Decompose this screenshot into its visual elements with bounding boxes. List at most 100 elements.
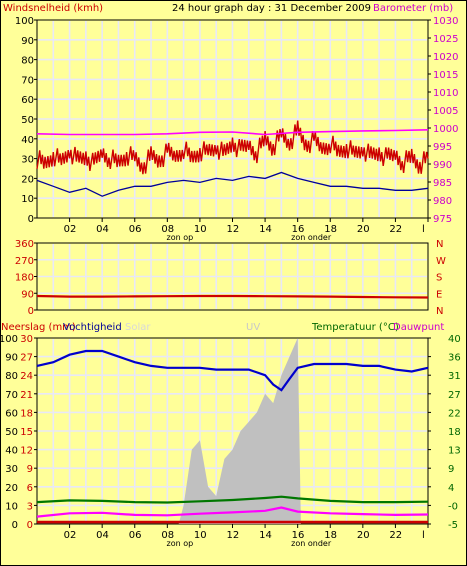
panel3-rain-tick-label: 18 <box>20 408 33 419</box>
panel1-right-y-tick-label: 1005 <box>433 106 458 117</box>
panel1-right-y-tick-label: 1030 <box>433 16 458 27</box>
panel3-temp-tick-label: -0 <box>448 501 458 512</box>
panel1-left-y-tick-label: 30 <box>21 155 34 166</box>
panel3-x-tick-label: 20 <box>357 530 370 541</box>
panel3-humidity-tick-label: 70 <box>5 390 18 401</box>
panel1-x-tick-label: 04 <box>96 224 109 235</box>
panel2-right-compass-label: S <box>436 273 442 284</box>
panel3-sunrise-label: zon op <box>167 539 194 548</box>
panel3-humidity-tick-label: 60 <box>5 408 18 419</box>
barometer-line <box>36 129 429 136</box>
panel1-right-y-tick-label: 1020 <box>433 52 458 63</box>
panel1-x-tick-label: 22 <box>389 224 402 235</box>
panel3-rain-tick-label: 30 <box>20 334 33 345</box>
panel3-rain-tick-label: 24 <box>20 371 33 382</box>
panel3-temp-tick-label: 27 <box>448 390 461 401</box>
panel1-right-y-tick-label: 1010 <box>433 88 458 99</box>
left-label-wind: Windsnelheid (kmh) <box>3 3 103 14</box>
panel3-humidity-tick-label: 90 <box>5 353 18 364</box>
panel2-left-y-tick-label: 360 <box>15 239 34 250</box>
graph-title: 24 hour graph day : 31 December 2009 <box>172 3 371 14</box>
panel1-right-y-tick-label: 1015 <box>433 70 458 81</box>
panel3-x-tick-label: 22 <box>389 530 402 541</box>
panel3-x-tick-label: 04 <box>96 530 109 541</box>
panel3-x-tick-label: 10 <box>194 530 207 541</box>
panel1-left-y-tick-label: 70 <box>21 75 34 86</box>
panel1-x-tick-label: 08 <box>161 224 174 235</box>
panel3-rain-tick-label: 15 <box>20 427 33 438</box>
panel3-temp-tick-label: 18 <box>448 427 461 438</box>
right-label-barometer: Barometer (mb) <box>373 3 453 14</box>
panel3-temp-tick-label: -5 <box>448 520 458 531</box>
panel3-x-tick-label: 14 <box>259 530 272 541</box>
panel1-left-y-tick-label: 80 <box>21 56 34 67</box>
panel3-rain-tick-label: 6 <box>27 483 33 494</box>
panel3-temp-tick-label: 36 <box>448 353 461 364</box>
panel3-temp-tick-label: 22 <box>448 408 461 419</box>
label-solar: Solar <box>125 322 151 333</box>
panel3-x-tick-label: l <box>422 530 425 541</box>
panel2-right-compass-label: E <box>436 289 442 300</box>
humidity-line <box>36 349 429 392</box>
panel3-x-tick-label: 08 <box>161 530 174 541</box>
panel3-humidity-tick-label: 100 <box>0 334 18 345</box>
panel1-left-y-tick-label: 50 <box>21 115 34 126</box>
panel3-humidity-tick-label: 10 <box>5 501 18 512</box>
right-label-dewpoint: Dauwpunt <box>393 322 444 333</box>
dewpoint-line <box>36 506 429 518</box>
panel3-x-tick-label: 16 <box>292 530 305 541</box>
panel1-x-tick-label: 18 <box>324 224 337 235</box>
left-label-humidity: Vochtigheid <box>63 322 122 333</box>
solar-area <box>178 338 301 524</box>
panel1-x-tick-label: 14 <box>259 224 272 235</box>
label-uv: UV <box>246 322 260 333</box>
wind-avg-line <box>36 171 429 197</box>
panel3-humidity-tick-label: 0 <box>12 520 18 531</box>
panel3-rain-tick-label: 0 <box>27 520 33 531</box>
panel1-x-tick-label: 12 <box>227 224 240 235</box>
panel1-x-tick-label: 06 <box>129 224 142 235</box>
panel3-x-tick-label: 02 <box>64 530 77 541</box>
panel1-x-tick-label: 10 <box>194 224 207 235</box>
panel1-right-y-tick-label: 995 <box>433 142 452 153</box>
panel1-right-y-tick-label: 1000 <box>433 124 458 135</box>
panel1-x-tick-label: l <box>422 224 425 235</box>
panel1-sunrise-label: zon op <box>167 233 194 242</box>
panel3-temp-tick-label: 4 <box>448 483 454 494</box>
right-label-temperature: Temperatuur (°C) <box>311 322 399 333</box>
panel3-humidity-tick-label: 30 <box>5 464 18 475</box>
panel1-right-y-tick-label: 1025 <box>433 34 458 45</box>
temperature-line <box>36 495 429 504</box>
panel3-x-tick-label: 12 <box>227 530 240 541</box>
panel2-left-y-tick-label: 270 <box>15 256 34 267</box>
panel1-left-y-tick-label: 40 <box>21 135 34 146</box>
panel3-temp-tick-label: 31 <box>448 371 461 382</box>
panel2-left-y-tick-label: 0 <box>28 306 34 317</box>
panel1-left-y-tick-label: 20 <box>21 174 34 185</box>
panel3-temp-tick-label: 9 <box>448 464 454 475</box>
panel3-x-tick-label: 18 <box>324 530 337 541</box>
left-label-rain: Neerslag (mm) <box>1 322 76 333</box>
panel3-x-tick-label: 06 <box>129 530 142 541</box>
panel3-humidity-tick-label: 80 <box>5 371 18 382</box>
wind-speed-line <box>36 120 429 175</box>
panel3-rain-tick-label: 9 <box>27 464 33 475</box>
panel1-left-y-tick-label: 100 <box>15 16 34 27</box>
panel3-rain-tick-label: 12 <box>20 446 33 457</box>
panel2-right-compass-label: W <box>436 256 446 267</box>
wind-direction-line <box>36 294 429 299</box>
panel1-sunset-label: zon onder <box>291 233 332 242</box>
panel3-humidity-tick-label: 20 <box>5 483 18 494</box>
panel1-right-y-tick-label: 980 <box>433 196 452 207</box>
panel1-left-y-tick-label: 90 <box>21 36 34 47</box>
panel1-left-y-tick-label: 0 <box>28 214 34 225</box>
panel1-x-tick-label: 02 <box>64 224 77 235</box>
panel1-left-y-tick-label: 10 <box>21 194 34 205</box>
panel3-rain-tick-label: 3 <box>27 501 33 512</box>
panel1-x-tick-label: 20 <box>357 224 370 235</box>
panel1-x-tick-label: 16 <box>292 224 305 235</box>
panel3-temp-tick-label: 40 <box>448 334 461 345</box>
panel3-sunset-label: zon onder <box>291 539 332 548</box>
